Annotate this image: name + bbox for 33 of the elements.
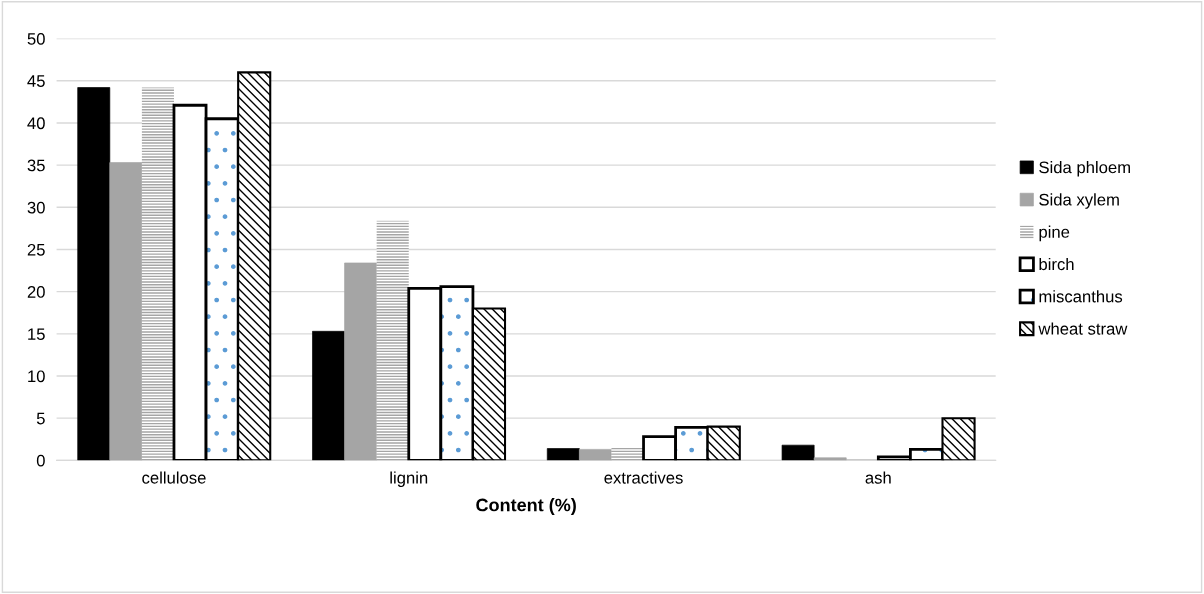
bar — [579, 449, 612, 461]
bar — [546, 448, 580, 461]
bar — [781, 444, 815, 461]
legend-label: Sida xylem — [1039, 193, 1119, 209]
legend-label: wheat straw — [1038, 322, 1128, 335]
y-tick-label: 0 — [36, 454, 45, 467]
legend-label: pine — [1039, 225, 1070, 242]
y-tick-label: 45 — [27, 75, 45, 87]
y-tick-label: 15 — [28, 328, 45, 341]
y-tick-label: 35 — [27, 159, 45, 172]
legend-label: miscanthus — [1039, 290, 1123, 303]
bar — [813, 457, 847, 461]
y-tick-label: 50 — [27, 33, 45, 45]
bar — [344, 262, 378, 461]
bar — [376, 220, 409, 461]
y-tick-label: 25 — [27, 243, 45, 256]
x-tick-label: extractives — [604, 471, 683, 484]
bar — [109, 162, 143, 461]
bar — [312, 330, 345, 461]
bar — [141, 87, 174, 461]
bar — [611, 447, 644, 461]
x-tick-label: cellulose — [142, 471, 206, 484]
x-axis-title: Content (%) — [476, 498, 576, 515]
legend-label: birch — [1039, 257, 1074, 271]
y-tick-label: 30 — [27, 201, 45, 214]
y-tick-label: 5 — [36, 412, 45, 425]
bar — [77, 87, 111, 461]
y-tick-label: 20 — [27, 286, 45, 298]
y-tick-label: 10 — [28, 370, 45, 383]
y-tick-label: 40 — [27, 117, 45, 130]
x-tick-label: ash — [865, 471, 891, 484]
x-tick-label: lignin — [390, 471, 428, 487]
legend-label: Sida phloem — [1039, 161, 1130, 177]
